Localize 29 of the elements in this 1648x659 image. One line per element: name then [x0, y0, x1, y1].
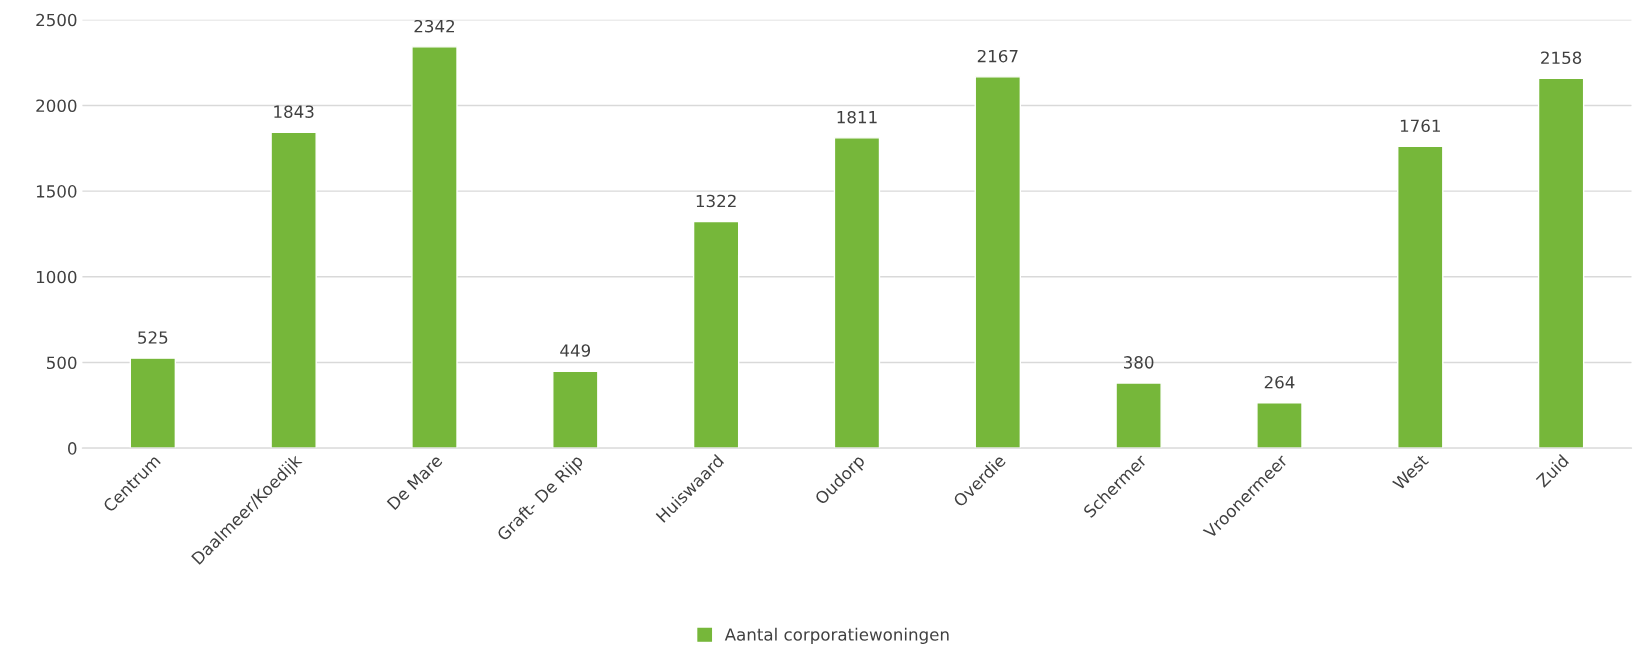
data-label: 2342 [414, 19, 455, 33]
bar [833, 137, 881, 449]
y-tick-label: 500 [47, 356, 77, 370]
data-label: 449 [560, 344, 591, 357]
data-label: 1761 [1400, 119, 1440, 133]
data-label: 380 [1123, 356, 1154, 369]
bar [1397, 145, 1444, 449]
y-tick-label: 2500 [36, 13, 77, 27]
bar [411, 46, 458, 449]
y-tick-label: 2000 [36, 99, 77, 113]
legend-label: Aantal corporatiewoningen [724, 627, 949, 644]
y-tick-label: 1000 [36, 270, 77, 284]
y-tick-label: 0 [68, 442, 77, 455]
bar [129, 357, 177, 449]
data-label: 264 [1264, 375, 1295, 389]
data-label: 2158 [1541, 51, 1582, 65]
data-label: 2167 [977, 49, 1018, 63]
bar [692, 220, 740, 449]
data-label: 1811 [837, 110, 877, 124]
bar [552, 370, 599, 449]
bar [1256, 402, 1303, 449]
bar [974, 76, 1022, 449]
bar [270, 131, 317, 449]
bar [1115, 382, 1162, 449]
data-label: 1322 [696, 194, 736, 208]
data-label: 1843 [274, 105, 314, 118]
y-tick-label: 1500 [36, 185, 77, 198]
bar [1537, 77, 1585, 449]
data-label: 525 [138, 331, 168, 344]
